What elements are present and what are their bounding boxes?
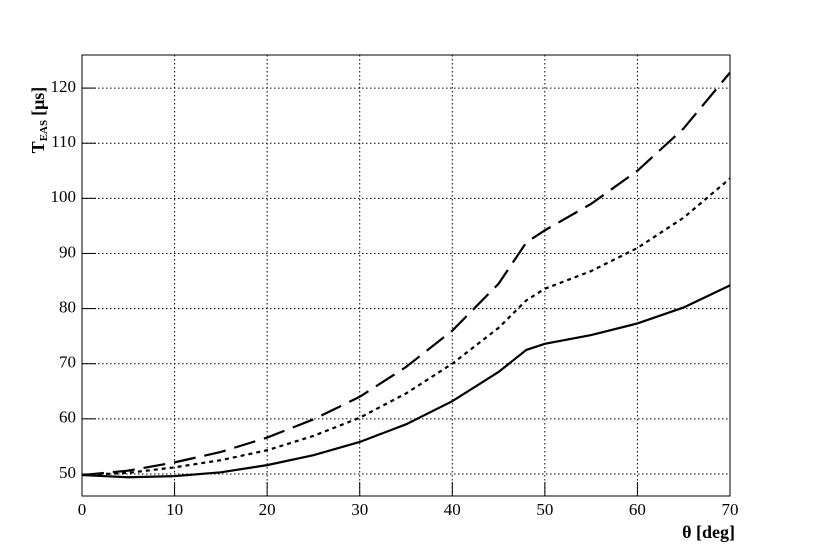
x-axis-label: θ [deg]: [682, 522, 735, 542]
y-label-main: T: [28, 141, 48, 153]
y-tick-label: 80: [59, 297, 76, 316]
line-series: [81, 284, 731, 479]
line-series: [81, 71, 731, 477]
plot-frame: [81, 54, 731, 497]
y-label-sub: EAS: [38, 120, 50, 141]
y-tick-label: 120: [51, 77, 77, 96]
y-axis-label: TEAS [μs]: [28, 87, 49, 154]
x-tick-label: 10: [166, 500, 183, 519]
y-label-unit: [μs]: [28, 87, 48, 116]
y-axis-label-group: TEAS [μs]: [28, 87, 49, 154]
y-tick-label: 70: [59, 353, 76, 372]
line-series: [81, 177, 731, 477]
x-tick-label: 60: [629, 500, 646, 519]
x-tick-label: 0: [78, 500, 87, 519]
x-tick-label: 40: [444, 500, 461, 519]
x-tick-label: 30: [351, 500, 368, 519]
x-tick-label: 70: [722, 500, 739, 519]
y-tick-label: 50: [59, 463, 76, 482]
y-tick-label: 110: [51, 132, 76, 151]
y-tick-label: 90: [59, 242, 76, 261]
y-tick-label: 100: [51, 187, 77, 206]
x-tick-label: 20: [259, 500, 276, 519]
y-tick-label: 60: [59, 408, 76, 427]
x-tick-label: 50: [536, 500, 553, 519]
